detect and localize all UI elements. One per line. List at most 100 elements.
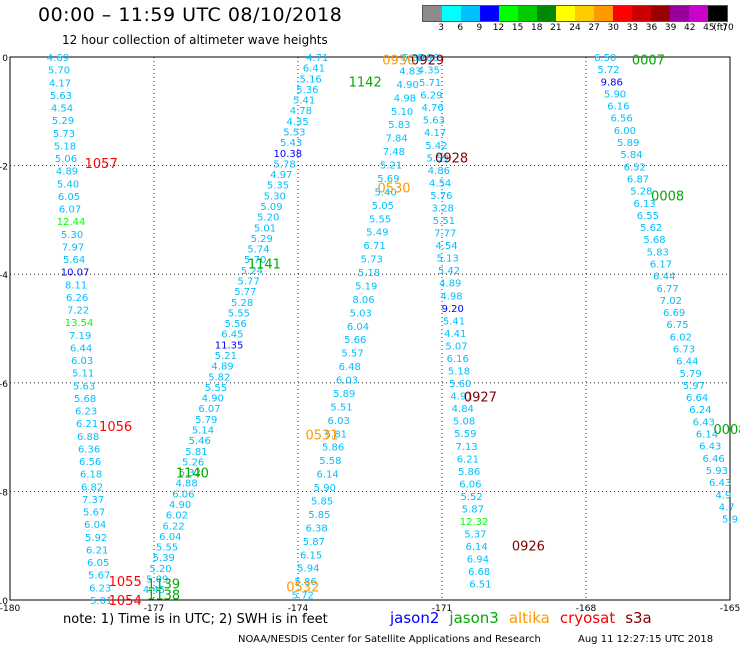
swh-value: 6.04 xyxy=(159,532,181,543)
swh-value: 5.53 xyxy=(283,127,305,138)
colorbar-swatch xyxy=(461,6,480,21)
swh-value: 8.11 xyxy=(65,280,87,291)
swh-value: 5.18 xyxy=(448,367,470,378)
swh-value: 5.10 xyxy=(391,107,413,118)
pass-time-label: 0926 xyxy=(512,540,545,555)
swh-value: 5.51 xyxy=(433,216,455,227)
swh-value: 7.97 xyxy=(62,242,84,253)
swh-value: 5.72 xyxy=(597,65,619,76)
swh-value: 12.44 xyxy=(57,217,86,228)
swh-value: 4.98 xyxy=(440,291,462,302)
swh-value: 5.73 xyxy=(361,255,383,266)
swh-value: 5.84 xyxy=(620,150,642,161)
colorbar-label: 12 xyxy=(492,23,505,33)
swh-value: 5.78 xyxy=(273,159,295,170)
swh-value: 6.51 xyxy=(469,580,491,591)
swh-value: 4.17 xyxy=(424,128,446,139)
swh-value: 5.41 xyxy=(293,96,315,107)
swh-value: 5.41 xyxy=(443,316,465,327)
colorbar-label: 9 xyxy=(476,23,483,33)
swh-value: 7.48 xyxy=(383,147,405,158)
swh-value: 6.38 xyxy=(305,523,327,534)
swh-value: 6.16 xyxy=(447,354,469,365)
swh-value: 5.20 xyxy=(149,564,171,575)
legend-jason2: jason2 xyxy=(390,609,440,627)
x-tick-label: -168 xyxy=(576,604,597,614)
y-tick-label: -2 xyxy=(0,163,8,173)
swh-value: 5.55 xyxy=(156,543,178,554)
swh-value: 4.90 xyxy=(202,394,224,405)
swh-value: 5.29 xyxy=(52,116,74,127)
swh-value: 10.38 xyxy=(274,149,303,160)
colorbar-label: 36 xyxy=(645,23,658,33)
y-tick-label: -8 xyxy=(0,488,8,498)
swh-value: 4.69 xyxy=(47,53,69,64)
swh-value: 5.20 xyxy=(257,213,279,224)
swh-value: 6.02 xyxy=(166,511,188,522)
swh-value: 4.90 xyxy=(397,80,419,91)
swh-value: 5.24 xyxy=(241,266,263,277)
swh-value: 5.9 xyxy=(722,515,738,526)
swh-value: 4.71 xyxy=(306,53,328,64)
swh-value: 6.23 xyxy=(89,583,111,594)
colorbar-label: 3 xyxy=(438,23,444,33)
x-tick-label: -171 xyxy=(432,604,452,614)
swh-value: 6.50 xyxy=(594,53,616,64)
swh-value: 5.83 xyxy=(647,247,669,258)
swh-value: 6.56 xyxy=(610,114,632,125)
colorbar-swatch xyxy=(594,6,613,21)
swh-value: 4.76 xyxy=(421,103,443,114)
swh-value: 5.19 xyxy=(355,281,377,292)
swh-value: 6.24 xyxy=(689,405,711,416)
swh-value: 5.28 xyxy=(231,298,253,309)
colorbar-swatch xyxy=(575,6,594,21)
swh-value: 9.20 xyxy=(442,304,464,315)
swh-value: 6.05 xyxy=(87,558,109,569)
swh-value: 5.67 xyxy=(83,508,105,519)
swh-value: 6.02 xyxy=(670,332,692,343)
pass-time-label: 1142 xyxy=(349,75,382,90)
pass-time-label: 1056 xyxy=(99,420,132,435)
pass-time-label: 0007 xyxy=(632,54,665,69)
swh-value: 5.85 xyxy=(311,496,333,507)
swh-value: 6.88 xyxy=(77,432,99,443)
colorbar-label: 33 xyxy=(626,23,639,33)
swh-value: 4.35 xyxy=(286,117,308,128)
swh-value: 5.39 xyxy=(153,553,175,564)
timestamp: Aug 11 12:27:15 UTC 2018 xyxy=(578,634,714,645)
swh-value: 4.54 xyxy=(429,178,451,189)
swh-value: 5.30 xyxy=(264,191,286,202)
swh-value: 5.36 xyxy=(296,85,318,96)
swh-value: 7.22 xyxy=(67,306,89,317)
y-tick-label: -6 xyxy=(0,380,8,390)
swh-value: 6.17 xyxy=(650,259,672,270)
colorbar-swatch xyxy=(442,6,461,21)
swh-value: 6.43 xyxy=(709,478,731,489)
swh-value: 4.7 xyxy=(719,502,735,513)
colorbar-swatch xyxy=(537,6,556,21)
pass-time-label: 0930 xyxy=(382,54,415,69)
swh-value: 6.21 xyxy=(457,454,479,465)
swh-value: 6.05 xyxy=(58,192,80,203)
swh-value: 6.44 xyxy=(653,272,675,283)
swh-value: 6.87 xyxy=(627,174,649,185)
swh-value: 5.58 xyxy=(319,456,341,467)
swh-value: 5.97 xyxy=(683,381,705,392)
colorbar-swatch xyxy=(480,6,499,21)
swh-value: 5.57 xyxy=(341,349,363,360)
swh-value: 5.79 xyxy=(195,415,217,426)
swh-value: 4.91 xyxy=(450,392,472,403)
swh-value: 5.70 xyxy=(244,255,266,266)
pass-time-label: 1054 xyxy=(109,594,142,609)
satellite-legend: jason2 jason3 altika cryosat s3a xyxy=(390,609,662,627)
swh-value: 5.29 xyxy=(251,234,273,245)
swh-value: 6.43 xyxy=(693,417,715,428)
swh-value: 5.43 xyxy=(280,138,302,149)
swh-value: 5.93 xyxy=(706,466,728,477)
swh-value: 5.82 xyxy=(208,372,230,383)
swh-value: 6.07 xyxy=(59,205,81,216)
swh-value: 6.14 xyxy=(696,430,718,441)
swh-value: 6.06 xyxy=(172,489,194,500)
swh-value: 6.44 xyxy=(676,357,698,368)
swh-value: 7.02 xyxy=(660,296,682,307)
